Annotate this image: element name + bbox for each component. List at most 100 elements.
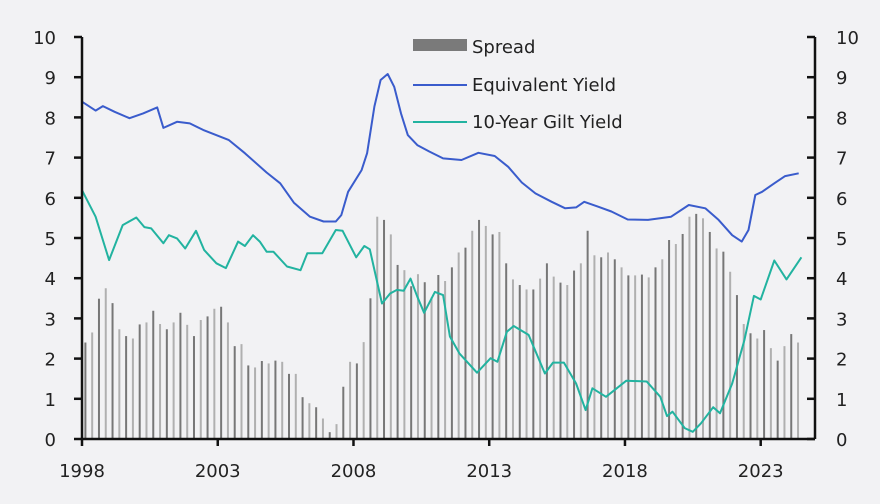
left-y-tick-label: 7: [45, 149, 56, 170]
spread-bar: [491, 234, 494, 439]
spread-bar: [145, 322, 148, 439]
spread-bar: [233, 346, 236, 439]
spread-bar: [498, 231, 501, 439]
spread-bar: [647, 277, 650, 439]
spread-bar: [668, 240, 671, 439]
spread-bar: [362, 342, 365, 439]
spread-bar: [260, 361, 263, 439]
spread-bar: [294, 373, 297, 439]
x-tick-label: 2013: [466, 461, 512, 482]
spread-bar: [505, 263, 508, 439]
spread-bar: [349, 361, 352, 439]
spread-bar: [125, 336, 128, 439]
spread-bar: [165, 329, 168, 439]
spread-bar: [84, 342, 87, 439]
spread-bar: [586, 230, 589, 439]
spread-bar: [681, 233, 684, 439]
spread-bar: [702, 218, 705, 439]
spread-bar: [539, 278, 542, 439]
spread-bar: [308, 403, 311, 439]
left-y-tick-label: 3: [45, 309, 56, 330]
right-y-tick-label: 3: [836, 309, 847, 330]
spread-bar: [240, 344, 243, 439]
spread-bar: [722, 251, 725, 439]
spread-bar: [708, 231, 711, 439]
gilt-yield-line: [81, 189, 803, 433]
right-y-tick-label: 1: [836, 390, 847, 411]
left-y-tick-label: 10: [33, 28, 56, 49]
spread-bar: [545, 263, 548, 439]
spread-bar: [484, 225, 487, 439]
left-y-tick-label: 1: [45, 390, 56, 411]
spread-bar: [661, 259, 664, 439]
spread-bar: [288, 373, 291, 439]
spread-bar: [511, 279, 514, 439]
spread-bar: [518, 285, 521, 439]
spread-bar: [410, 286, 413, 439]
spread-bar: [199, 320, 202, 439]
spread-bar: [654, 267, 657, 439]
spread-bar: [430, 297, 433, 439]
right-y-tick-label: 5: [836, 229, 847, 250]
spread-bar: [444, 281, 447, 439]
spread-bar: [206, 316, 209, 439]
legend-label-spread: Spread: [472, 37, 535, 58]
spread-bar: [226, 322, 229, 439]
spread-bar: [383, 219, 386, 439]
spread-bar: [159, 324, 162, 439]
spread-bar: [301, 397, 304, 439]
spread-bar: [220, 306, 223, 439]
spread-bar: [315, 407, 318, 439]
spread-bar: [749, 333, 752, 439]
spread-bar: [450, 267, 453, 439]
spread-bar: [742, 324, 745, 439]
spread-bar: [274, 360, 277, 439]
left-y-tick-label: 6: [45, 189, 56, 210]
spread-bar: [600, 257, 603, 439]
spread-bar: [478, 219, 481, 439]
x-tick-label: 2023: [738, 461, 784, 482]
spread-bar: [91, 332, 94, 439]
spread-bars: [84, 213, 800, 439]
series-lines: [81, 73, 803, 433]
left-y-tick-label: 0: [45, 430, 56, 451]
spread-bar: [566, 285, 569, 439]
spread-bar: [389, 234, 392, 439]
spread-bar: [172, 322, 175, 439]
equivalent-yield-line: [81, 73, 799, 243]
spread-bar: [606, 252, 609, 439]
spread-bar: [335, 424, 338, 439]
spread-bar: [118, 329, 121, 439]
spread-bar: [328, 432, 331, 439]
spread-bar: [776, 360, 779, 439]
left-y-tick-label: 9: [45, 68, 56, 89]
x-tick-label: 2018: [602, 461, 648, 482]
spread-bar: [369, 298, 372, 439]
right-y-tick-label: 7: [836, 149, 847, 170]
left-y-tick-label: 2: [45, 350, 56, 371]
spread-bar: [342, 386, 345, 439]
axes: 0 0 1 1 2 2 3 3 4 4 5 5 6 6 7 7 8 8 9 9 10 10 1998 2003 2008 2013…: [33, 28, 859, 482]
spread-bar: [579, 263, 582, 439]
spread-bar: [186, 324, 189, 439]
spread-bar: [254, 367, 257, 439]
left-y-tick-label: 4: [45, 269, 56, 290]
right-y-tick-label: 2: [836, 350, 847, 371]
spread-bar: [138, 324, 141, 439]
spread-bar: [525, 289, 528, 439]
spread-bar: [355, 363, 358, 439]
left-y-tick-label: 8: [45, 108, 56, 129]
spread-bar: [790, 334, 793, 439]
spread-bar: [593, 255, 596, 439]
spread-bar: [763, 330, 766, 439]
spread-bar: [573, 270, 576, 439]
spread-bar: [111, 303, 114, 439]
spread-bar: [247, 365, 250, 439]
right-y-tick-label: 10: [836, 28, 859, 49]
spread-bar: [688, 216, 691, 439]
x-tick-label: 2003: [195, 461, 241, 482]
spread-bar: [756, 338, 759, 439]
spread-bar: [769, 348, 772, 439]
spread-bar: [423, 282, 426, 439]
